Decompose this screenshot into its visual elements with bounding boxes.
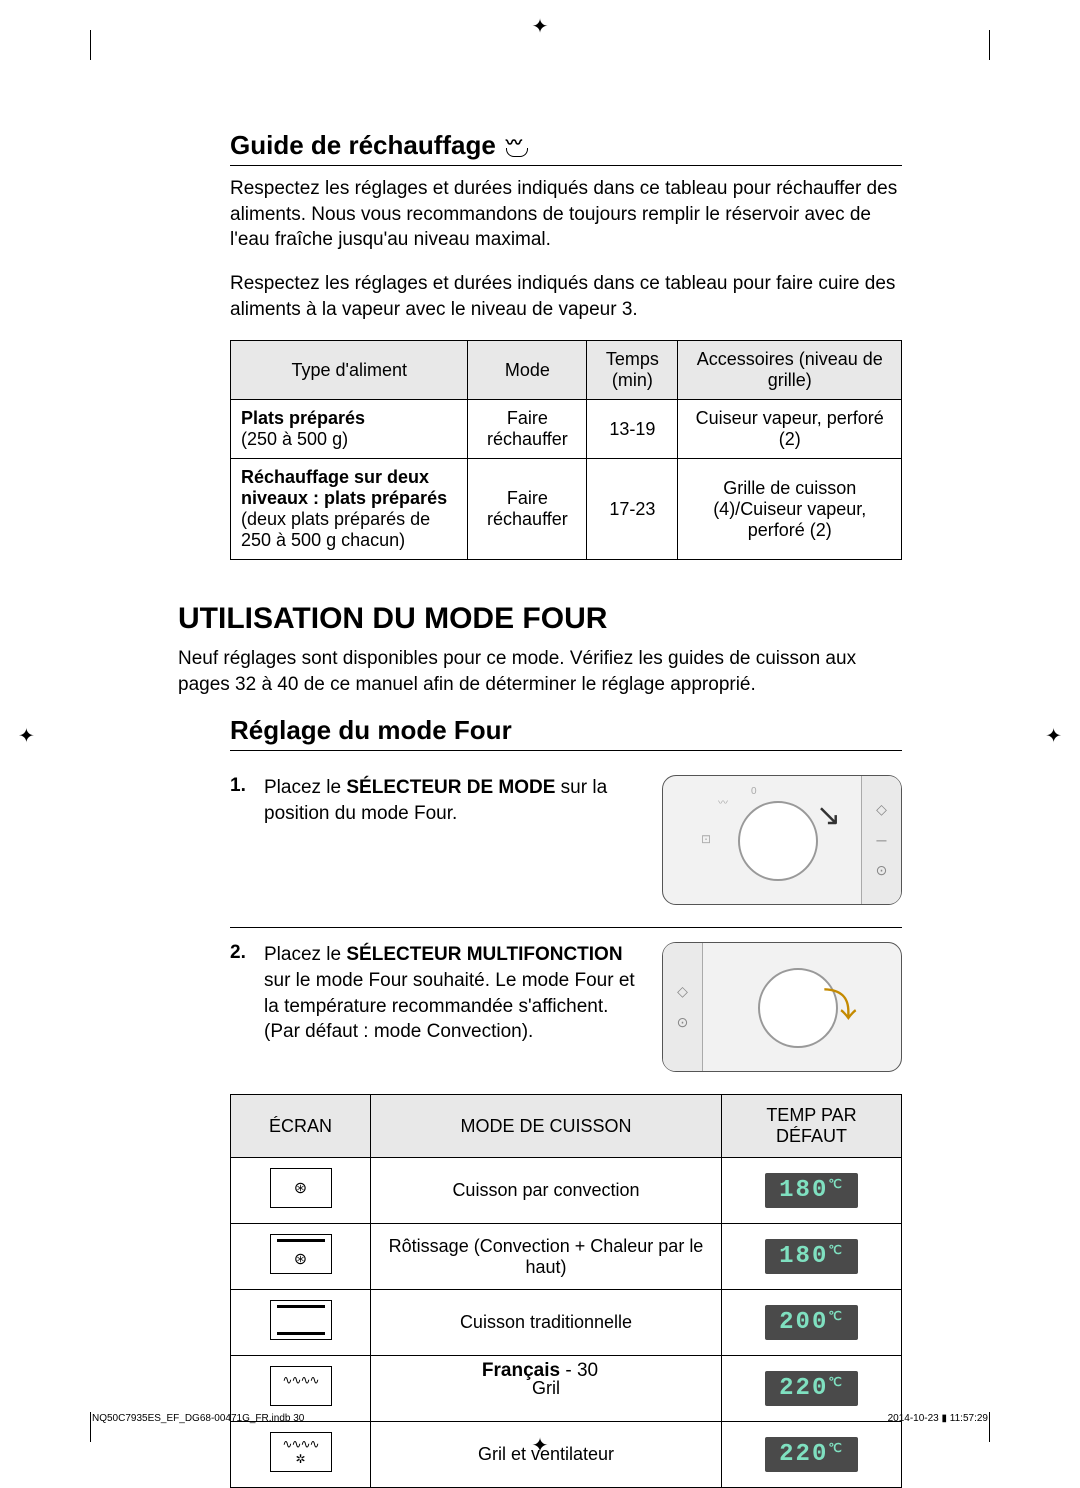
indicator-icon: ⊙ bbox=[677, 1014, 689, 1031]
step-number: 2. bbox=[230, 942, 252, 1072]
col-header-acc: Accessoires (niveau de grille) bbox=[678, 341, 902, 400]
col-header-mode: Mode bbox=[468, 341, 587, 400]
step-text: Placez le SÉLECTEUR MULTIFONCTION sur le… bbox=[264, 942, 650, 1072]
step-2: 2. Placez le SÉLECTEUR MULTIFONCTION sur… bbox=[230, 927, 902, 1072]
doc-timestamp: 2014-10-23 ▮ 11:57:29 bbox=[888, 1413, 988, 1424]
main-heading: UTILISATION DU MODE FOUR bbox=[178, 602, 902, 636]
mode-label: Cuisson traditionnelle bbox=[371, 1290, 722, 1356]
table-row: Réchauffage sur deux niveaux : plats pré… bbox=[231, 459, 902, 560]
intro-paragraph-1: Respectez les réglages et durées indiqué… bbox=[230, 176, 902, 253]
footer-page-number: 30 bbox=[577, 1360, 598, 1381]
steam-icon bbox=[504, 135, 530, 157]
cell-mode: Faire réchauffer bbox=[468, 400, 587, 459]
mode-label: Gril et ventilateur bbox=[371, 1422, 722, 1488]
section-heading-rechauffage: Guide de réchauffage bbox=[230, 130, 902, 166]
roast-icon: ⊛ bbox=[270, 1234, 332, 1274]
oven-modes-table: ÉCRAN MODE DE CUISSON TEMP PAR DÉFAUT ⊛ … bbox=[230, 1094, 902, 1488]
print-info-line: NQ50C7935ES_EF_DG68-00471G_FR.indb 30 20… bbox=[92, 1413, 988, 1424]
lcd-temp-display: 220℃ bbox=[765, 1437, 858, 1472]
indicator-icon: ─ bbox=[877, 832, 887, 848]
page-footer: Français - 30 bbox=[0, 1360, 1080, 1382]
doc-filename: NQ50C7935ES_EF_DG68-00471G_FR.indb 30 bbox=[92, 1413, 304, 1424]
cell-type-rest: (deux plats préparés de 250 à 500 g chac… bbox=[241, 509, 430, 550]
mode-row: Cuisson traditionnelle 200℃ bbox=[231, 1290, 902, 1356]
cell-mode: Faire réchauffer bbox=[468, 459, 587, 560]
section-heading-reglage: Réglage du mode Four bbox=[230, 715, 902, 751]
mode-label: Cuisson par convection bbox=[371, 1158, 722, 1224]
traditional-icon bbox=[270, 1300, 332, 1340]
section-title: Réglage du mode Four bbox=[230, 715, 512, 746]
mode-row: ∿∿∿∿✲ Gril et ventilateur 220℃ bbox=[231, 1422, 902, 1488]
registration-mark-left: ✦ bbox=[18, 724, 35, 749]
step-1: 1. Placez le SÉLECTEUR DE MODE sur la po… bbox=[230, 761, 902, 905]
page-content: Guide de réchauffage Respectez les régla… bbox=[90, 30, 990, 1442]
cell-type-bold: Plats préparés bbox=[241, 408, 365, 428]
registration-mark-right: ✦ bbox=[1045, 724, 1062, 749]
mode-icon: 0 bbox=[751, 786, 757, 797]
mode-row: ⊛ Rôtissage (Convection + Chaleur par le… bbox=[231, 1224, 902, 1290]
curved-arrow-icon: ⤵ bbox=[823, 978, 857, 1027]
rechauffage-table: Type d'aliment Mode Temps (min) Accessoi… bbox=[230, 340, 902, 560]
grill-fan-icon: ∿∿∿∿✲ bbox=[270, 1432, 332, 1472]
section-title: Guide de réchauffage bbox=[230, 130, 496, 161]
mode-selector-illustration: ↘ ◇ ─ ⊙ ⊡ 〰 0 bbox=[662, 775, 902, 905]
main-intro: Neuf réglages sont disponibles pour ce m… bbox=[178, 646, 902, 697]
multifunction-selector-illustration: ⤵ ◇ ⊙ bbox=[662, 942, 902, 1072]
mode-label: Rôtissage (Convection + Chaleur par le h… bbox=[371, 1224, 722, 1290]
step-number: 1. bbox=[230, 775, 252, 905]
mode-row: ⊛ Cuisson par convection 180℃ bbox=[231, 1158, 902, 1224]
cell-acc: Grille de cuisson (4)/Cuiseur vapeur, pe… bbox=[678, 459, 902, 560]
cell-type-rest: (250 à 500 g) bbox=[241, 429, 348, 449]
cell-type-bold: Réchauffage sur deux niveaux : plats pré… bbox=[241, 467, 447, 508]
indicator-icon: ⊙ bbox=[876, 862, 888, 879]
cell-time: 13-19 bbox=[587, 400, 678, 459]
table-row: Plats préparés (250 à 500 g) Faire récha… bbox=[231, 400, 902, 459]
lcd-temp-display: 200℃ bbox=[765, 1305, 858, 1340]
dial-icon bbox=[738, 801, 818, 881]
lcd-temp-display: 180℃ bbox=[765, 1239, 858, 1274]
intro-paragraph-2: Respectez les réglages et durées indiqué… bbox=[230, 271, 902, 322]
cell-time: 17-23 bbox=[587, 459, 678, 560]
indicator-icon: ◇ bbox=[876, 801, 887, 818]
arrow-icon: ↘ bbox=[816, 798, 841, 833]
mode-icon: ⊡ bbox=[701, 832, 711, 846]
col-header-temp: TEMP PAR DÉFAUT bbox=[722, 1095, 902, 1158]
side-panel: ◇ ─ ⊙ bbox=[861, 776, 901, 904]
col-header-type: Type d'aliment bbox=[231, 341, 468, 400]
mode-icon: 〰 bbox=[718, 794, 728, 809]
col-header-time: Temps (min) bbox=[587, 341, 678, 400]
footer-language: Français bbox=[482, 1360, 560, 1381]
lcd-temp-display: 180℃ bbox=[765, 1173, 858, 1208]
indicator-icon: ◇ bbox=[677, 983, 688, 1000]
side-panel-left: ◇ ⊙ bbox=[663, 943, 703, 1071]
col-header-cuisson: MODE DE CUISSON bbox=[371, 1095, 722, 1158]
convection-icon: ⊛ bbox=[270, 1168, 332, 1208]
col-header-ecran: ÉCRAN bbox=[231, 1095, 371, 1158]
step-text: Placez le SÉLECTEUR DE MODE sur la posit… bbox=[264, 775, 650, 905]
cell-acc: Cuiseur vapeur, perforé (2) bbox=[678, 400, 902, 459]
